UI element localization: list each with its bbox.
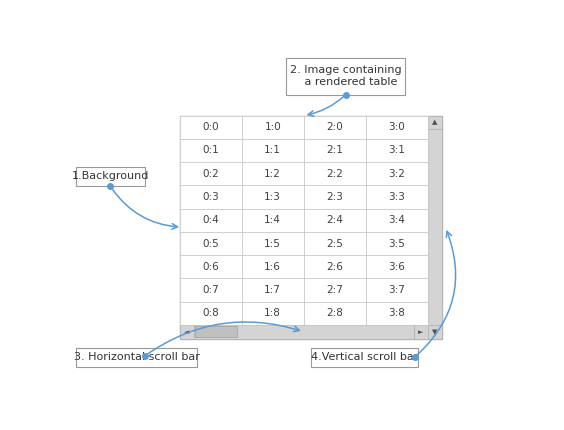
Text: 2:0: 2:0: [327, 122, 343, 132]
Text: 2:1: 2:1: [326, 145, 343, 155]
Text: 2:5: 2:5: [326, 239, 343, 249]
Text: 1.Background: 1.Background: [72, 171, 149, 181]
Text: 1:4: 1:4: [265, 215, 281, 225]
Text: 3:3: 3:3: [388, 192, 405, 202]
Text: 1:8: 1:8: [265, 308, 281, 318]
Text: 0:7: 0:7: [202, 285, 219, 295]
Text: 2:8: 2:8: [326, 308, 343, 318]
Text: 1:5: 1:5: [265, 239, 281, 249]
FancyBboxPatch shape: [180, 325, 193, 339]
Text: 2:3: 2:3: [326, 192, 343, 202]
FancyBboxPatch shape: [195, 326, 237, 337]
FancyBboxPatch shape: [428, 129, 442, 325]
Text: 0:0: 0:0: [202, 122, 219, 132]
Text: 3:8: 3:8: [388, 308, 405, 318]
Text: 3. Horizontal scroll bar: 3. Horizontal scroll bar: [74, 352, 200, 362]
Text: 0:1: 0:1: [202, 145, 219, 155]
Text: 0:4: 0:4: [202, 215, 219, 225]
Text: ▲: ▲: [432, 120, 437, 126]
Text: 0:5: 0:5: [202, 239, 219, 249]
Text: ►: ►: [418, 329, 424, 335]
FancyBboxPatch shape: [76, 348, 197, 366]
Text: 1:3: 1:3: [265, 192, 281, 202]
Text: 3:4: 3:4: [388, 215, 405, 225]
Text: 0:6: 0:6: [202, 262, 219, 272]
Text: 2:7: 2:7: [326, 285, 343, 295]
Text: 0:2: 0:2: [202, 169, 219, 179]
FancyBboxPatch shape: [286, 58, 406, 95]
Text: 3:2: 3:2: [388, 169, 405, 179]
FancyBboxPatch shape: [428, 116, 442, 129]
Text: 2:6: 2:6: [326, 262, 343, 272]
FancyBboxPatch shape: [311, 348, 418, 366]
FancyBboxPatch shape: [76, 167, 145, 186]
Text: 2:4: 2:4: [326, 215, 343, 225]
Text: 3:5: 3:5: [388, 239, 405, 249]
Text: 0:8: 0:8: [202, 308, 219, 318]
Text: 2. Image containing
   a rendered table: 2. Image containing a rendered table: [290, 65, 402, 87]
Text: 1:1: 1:1: [265, 145, 281, 155]
Text: ◄: ◄: [184, 329, 190, 335]
Text: 3:6: 3:6: [388, 262, 405, 272]
Text: ▼: ▼: [432, 329, 437, 335]
Text: 3:1: 3:1: [388, 145, 405, 155]
Text: 3:0: 3:0: [388, 122, 405, 132]
FancyBboxPatch shape: [180, 116, 442, 339]
Text: 3:7: 3:7: [388, 285, 405, 295]
Text: 1:0: 1:0: [265, 122, 281, 132]
Text: 1:6: 1:6: [265, 262, 281, 272]
FancyBboxPatch shape: [193, 325, 414, 339]
FancyBboxPatch shape: [428, 325, 442, 339]
FancyBboxPatch shape: [180, 116, 428, 325]
Text: 4.Vertical scroll bar: 4.Vertical scroll bar: [311, 352, 418, 362]
Text: 1:2: 1:2: [265, 169, 281, 179]
Text: 2:2: 2:2: [326, 169, 343, 179]
Text: 1:7: 1:7: [265, 285, 281, 295]
FancyBboxPatch shape: [414, 325, 428, 339]
Text: 0:3: 0:3: [202, 192, 219, 202]
